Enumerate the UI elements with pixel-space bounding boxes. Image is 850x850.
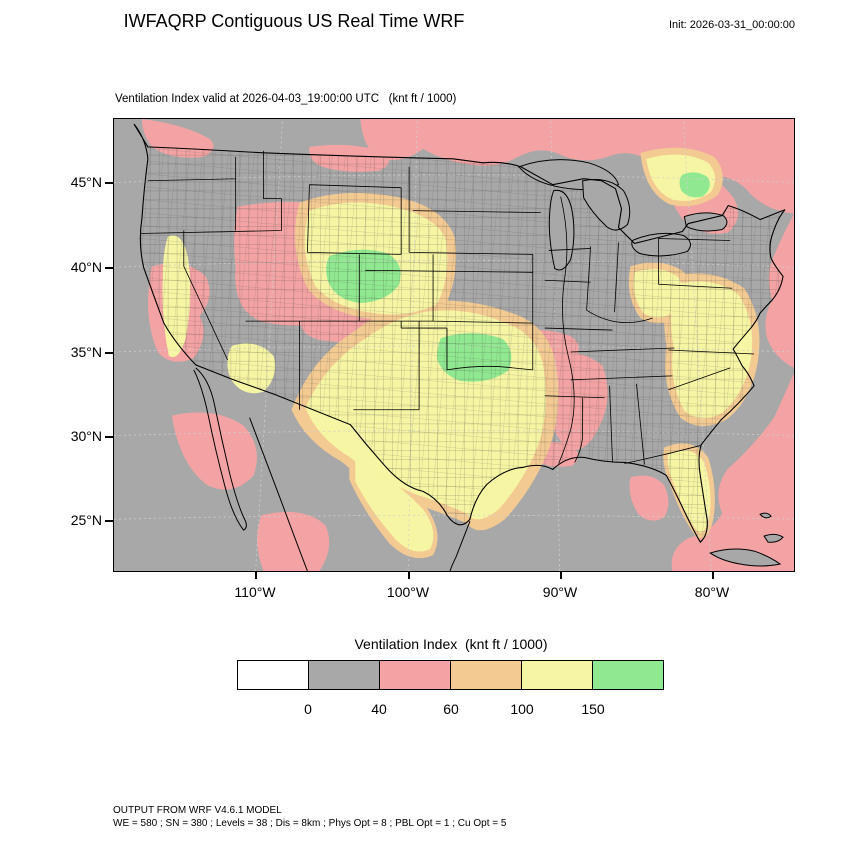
lat-tick (105, 267, 113, 269)
lon-tick (560, 572, 562, 579)
state-boundaries (139, 150, 755, 465)
legend-box-white (237, 660, 310, 690)
footer-notes: OUTPUT FROM WRF V4.6.1 MODEL WE = 580 ; … (113, 805, 506, 830)
page-title: IWFAQRP Contiguous US Real Time WRF (123, 11, 465, 31)
lat-label-30n: 30°N (70, 428, 102, 444)
lat-label-35n: 35°N (70, 344, 102, 360)
legend-box-tan (449, 660, 523, 690)
legend-box-yellow (520, 660, 594, 690)
lat-tick (105, 182, 113, 184)
legend-tick-0: 0 (304, 701, 312, 717)
lat-label-40n: 40°N (70, 259, 102, 275)
coastline-mexico (193, 367, 471, 571)
lon-label-110w: 110°W (234, 584, 276, 600)
legend-box-gray (307, 660, 381, 690)
lon-tick (255, 572, 257, 579)
us-wrf-map (114, 119, 794, 571)
map-subtitle: Ventilation Index valid at 2026-04-03_19… (115, 93, 457, 105)
lat-tick (105, 352, 113, 354)
lat-label-25n: 25°N (70, 512, 102, 528)
legend-box-pink (378, 660, 452, 690)
legend-colorbar (237, 660, 665, 690)
lon-tick (408, 572, 410, 579)
legend-tick-40: 40 (371, 701, 387, 717)
lon-label-90w: 90°W (542, 584, 578, 600)
legend-tick-100: 100 (510, 701, 534, 717)
islands (709, 512, 784, 567)
lat-tick (105, 436, 113, 438)
init-time-label: Init: 2026-03-31_00:00:00 (669, 19, 795, 31)
lon-label-100w: 100°W (386, 584, 430, 600)
legend-title: Ventilation Index (knt ft / 1000) (354, 636, 548, 652)
legend-tick-60: 60 (443, 701, 459, 717)
map-plot-area (113, 118, 795, 572)
footer-model-line: OUTPUT FROM WRF V4.6.1 MODEL (113, 805, 282, 816)
lat-tick (105, 520, 113, 522)
lat-label-45n: 45°N (70, 174, 102, 190)
legend-tick-150: 150 (581, 701, 605, 717)
legend-box-green (591, 660, 665, 690)
lon-label-80w: 80°W (694, 584, 730, 600)
footer-config-line: WE = 580 ; SN = 380 ; Levels = 38 ; Dis … (113, 817, 507, 829)
lon-tick (712, 572, 714, 579)
coastline-us (133, 123, 786, 543)
